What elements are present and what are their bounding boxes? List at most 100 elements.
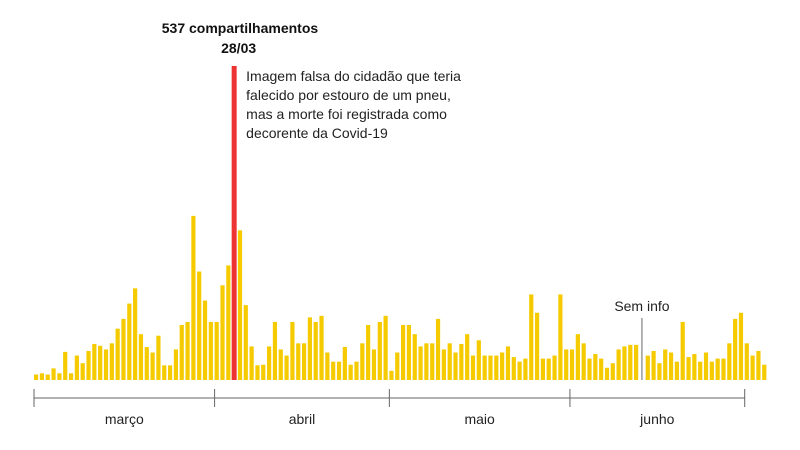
bar [167,365,173,380]
bar [488,355,493,380]
bar [156,335,161,380]
bar [138,334,144,380]
bar [395,352,400,380]
bar [599,358,604,380]
bar [575,334,580,380]
annotation-line: decorente da Covid-19 [246,125,388,141]
bar [272,321,278,380]
month-axis: março abril maio junho [33,389,746,427]
bar [313,321,318,380]
bar [278,349,283,380]
bar [418,346,423,380]
bar [74,355,79,380]
annotation-line: falecido por estouro de um pneu, [246,87,451,103]
bar [34,374,39,380]
bar [115,328,120,380]
bar [214,321,219,380]
bar [657,363,662,380]
bar [587,358,592,380]
bar [185,321,190,380]
bar [354,361,359,380]
bar [465,334,470,380]
bar [680,321,685,380]
bar [202,300,208,380]
bar [727,343,732,380]
bar [133,288,138,380]
bar [255,365,260,380]
bar [103,349,109,380]
month-label: junho [639,411,674,427]
bar [476,340,481,380]
bar [127,303,132,380]
bar [307,317,312,380]
bar [86,350,91,380]
bar [441,349,446,380]
bar [540,358,545,380]
bar [628,344,633,380]
bar [208,321,213,380]
bar [470,355,476,380]
bar [80,363,85,380]
bar [552,355,557,380]
month-label: abril [289,411,315,427]
bar [534,312,540,380]
bar [360,343,365,380]
bar [383,315,388,380]
peak-annotation: Imagem falsa do cidadão que teria faleci… [246,68,461,141]
bar [511,357,516,380]
bar [459,343,464,380]
bar [57,373,62,380]
bar [331,361,336,380]
bar [173,349,178,380]
bar [68,373,74,380]
month-label: março [105,411,144,427]
bar [709,361,714,380]
bar [645,355,650,380]
bar [581,343,586,380]
bar [616,349,621,380]
bar [197,271,202,380]
bar [348,364,353,380]
bar [750,355,755,380]
bar [226,265,231,380]
bar [301,343,307,380]
bar [284,355,289,380]
bar [500,352,505,380]
bar [121,318,126,380]
bar [604,367,610,380]
bar [243,305,248,380]
bar [150,352,155,380]
bar [692,354,697,380]
bar [558,294,563,380]
bar [220,285,225,380]
bar [435,318,441,380]
bar [651,350,656,380]
bar [569,349,575,380]
bar [45,374,50,380]
bar [756,350,761,380]
bar [179,325,184,380]
bar [366,325,371,380]
bar [738,312,744,380]
bar [401,325,406,380]
bar [406,325,412,380]
bar [564,349,569,380]
bar [325,352,330,380]
bar [447,343,452,380]
bar [144,347,149,380]
bar [267,346,272,380]
no-data-label: Sem info [614,298,669,314]
bar [715,358,720,380]
bar [762,364,767,380]
month-label: maio [464,411,495,427]
peak-date-label: 28/03 [221,40,256,56]
bar [389,370,394,380]
bar [336,361,342,380]
bar [412,334,417,380]
bar [51,368,56,380]
bar [610,363,615,380]
bar [453,352,458,380]
bar [721,358,726,380]
bar [424,343,429,380]
